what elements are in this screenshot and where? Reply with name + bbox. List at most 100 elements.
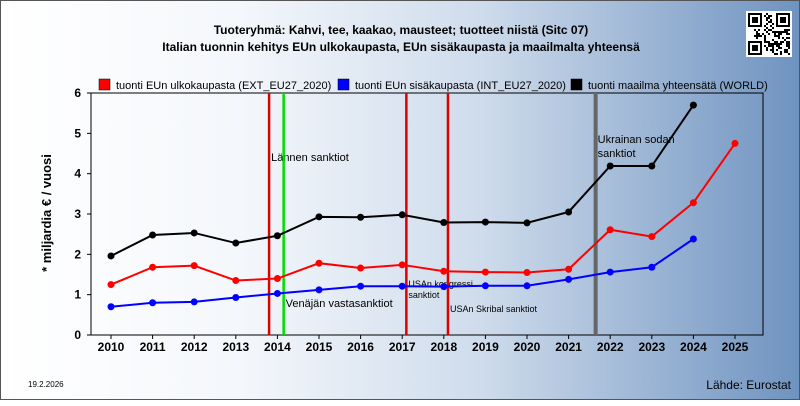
data-point: [606, 268, 614, 276]
data-point: [689, 101, 697, 109]
qr-module: [764, 15, 766, 17]
qr-module: [762, 33, 764, 35]
data-point: [190, 298, 198, 306]
qr-module: [778, 33, 780, 35]
data-point: [648, 162, 656, 170]
data-point: [648, 233, 656, 241]
footer-source: Lähde: Eurostat: [706, 378, 791, 392]
qr-module: [772, 49, 774, 51]
qr-module: [778, 43, 780, 45]
qr-module: [780, 41, 782, 43]
qr-code-icon: [746, 11, 792, 57]
qr-module: [776, 43, 778, 45]
qr-module: [786, 51, 788, 53]
qr-module: [756, 31, 758, 33]
y-tick-label: 1: [74, 288, 81, 302]
qr-module: [764, 29, 766, 31]
data-point: [689, 235, 697, 243]
qr-module: [768, 15, 770, 17]
chart-subtitle: Italian tuonnin kehitys EUn ulkokaupasta…: [162, 40, 640, 54]
qr-module: [756, 33, 758, 35]
data-point: [481, 282, 489, 290]
qr-finder: [752, 17, 758, 23]
qr-module: [786, 29, 788, 31]
qr-module: [766, 41, 768, 43]
qr-module: [782, 37, 784, 39]
qr-module: [772, 51, 774, 53]
event-label: Ukrainan sodan sanktiot: [598, 134, 675, 160]
qr-module: [788, 47, 790, 49]
legend-swatch: [98, 78, 111, 91]
data-point: [398, 211, 406, 219]
qr-module: [766, 19, 768, 21]
x-tick-label: 2013: [222, 340, 249, 354]
x-tick-label: 2018: [430, 340, 457, 354]
legend-label: tuonti maailma yhteensätä (WORLD): [588, 80, 768, 92]
event-label: USAn Skribal sanktiot: [450, 304, 538, 314]
data-point: [190, 229, 198, 237]
qr-module: [768, 17, 770, 19]
data-point: [523, 219, 531, 227]
chart-title: Tuoteryhmä: Kahvi, tee, kaakao, mausteet…: [214, 23, 589, 37]
legend-label: tuonti EUn ulkokaupasta (EXT_EU27_2020): [116, 80, 331, 92]
data-point: [149, 263, 157, 271]
qr-module: [780, 51, 782, 53]
data-point: [481, 268, 489, 276]
qr-module: [780, 43, 782, 45]
series-line-1: [110, 142, 736, 286]
qr-module: [774, 41, 776, 43]
qr-module: [772, 23, 774, 25]
data-point: [731, 139, 739, 147]
qr-module: [766, 17, 768, 19]
x-tick-label: 2011: [140, 340, 166, 354]
qr-module: [772, 47, 774, 49]
qr-module: [788, 29, 790, 31]
qr-module: [764, 25, 766, 27]
x-tick-label: 2020: [514, 340, 541, 354]
qr-module: [780, 47, 782, 49]
data-point: [315, 213, 323, 221]
qr-module: [776, 35, 778, 37]
data-point: [149, 231, 157, 239]
qr-module: [770, 19, 772, 21]
x-tick-label: 2014: [264, 340, 291, 354]
qr-module: [780, 31, 782, 33]
qr-module: [776, 45, 778, 47]
x-tick-label: 2023: [638, 340, 665, 354]
qr-module: [764, 35, 766, 37]
event-label: USAn kongressi sanktiot: [408, 279, 473, 300]
qr-module: [774, 35, 776, 37]
qr-module: [784, 51, 786, 53]
legend-swatch: [337, 78, 350, 91]
data-point: [315, 286, 323, 294]
qr-module: [766, 13, 768, 15]
data-point: [565, 275, 573, 283]
data-point: [315, 259, 323, 267]
data-point: [440, 218, 448, 226]
qr-module: [784, 49, 786, 51]
qr-module: [772, 43, 774, 45]
data-point: [565, 265, 573, 273]
data-point: [357, 213, 365, 221]
qr-module: [772, 39, 774, 41]
qr-module: [772, 31, 774, 33]
qr-module: [758, 29, 760, 31]
qr-module: [786, 33, 788, 35]
qr-module: [788, 41, 790, 43]
qr-module: [780, 33, 782, 35]
series-lines: [107, 101, 739, 311]
qr-module: [778, 37, 780, 39]
y-tick-label: 3: [74, 207, 81, 221]
data-point: [357, 282, 365, 290]
event-label: Lännen sanktiot: [271, 152, 349, 164]
x-tick-label: 2021: [555, 340, 582, 354]
qr-module: [766, 23, 768, 25]
qr-module: [782, 41, 784, 43]
qr-module: [786, 45, 788, 47]
data-point: [689, 199, 697, 207]
qr-module: [788, 43, 790, 45]
x-tick-label: 2015: [306, 340, 333, 354]
data-point: [357, 264, 365, 272]
